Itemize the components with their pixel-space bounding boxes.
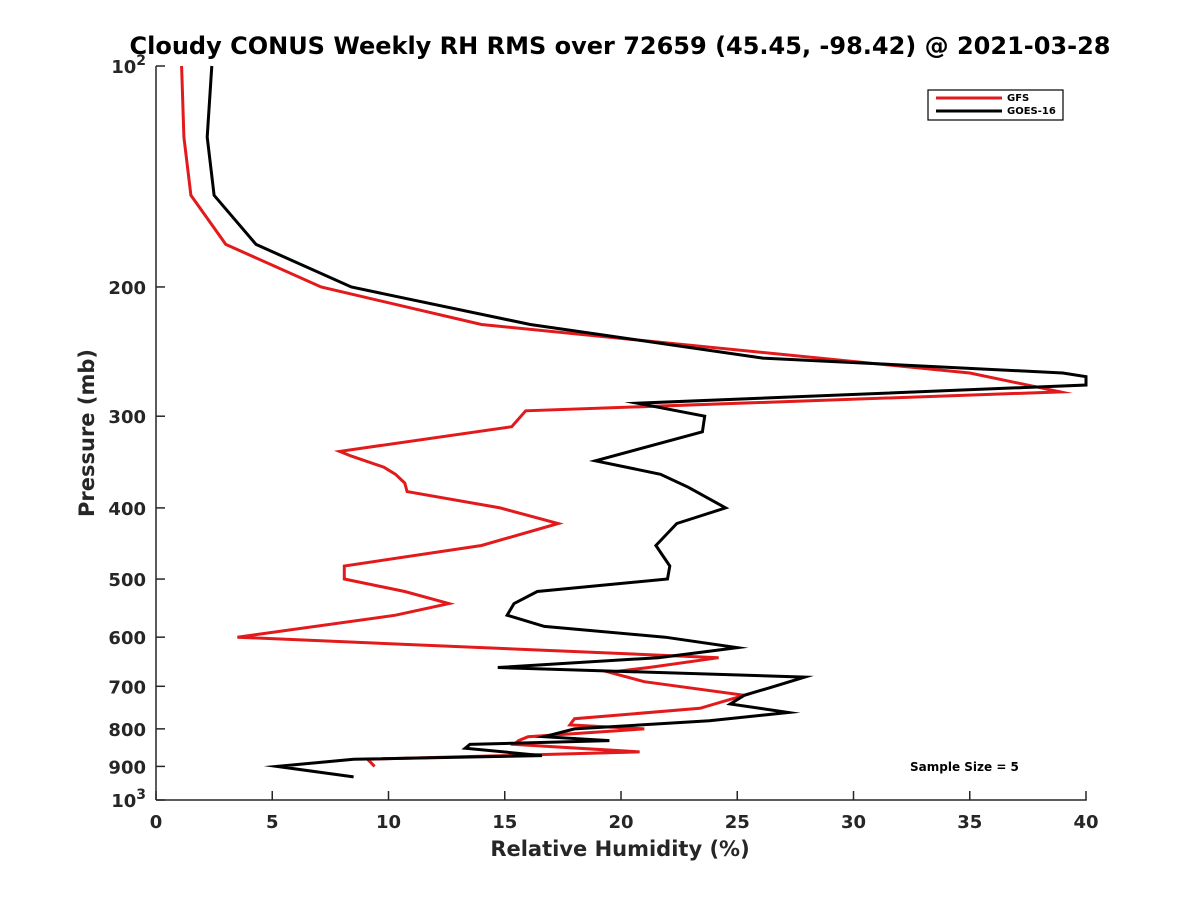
legend-label-goes16: GOES-16 xyxy=(1007,106,1056,117)
chart-title: Cloudy CONUS Weekly RH RMS over 72659 (4… xyxy=(130,32,1111,60)
x-tick-label: 10 xyxy=(376,812,401,833)
y-tick-label: 200 xyxy=(108,278,146,299)
axes-layer: 0 5 10 15 20 25 30 35 40 102 200 300 400 500 600 700 800… xyxy=(108,53,1098,833)
y-tick-label: 900 xyxy=(108,757,146,778)
y-tick-label: 600 xyxy=(108,628,146,649)
series-line-goes-16 xyxy=(205,65,1088,779)
y-tick-label: 700 xyxy=(108,677,146,698)
y-tick-label: 300 xyxy=(108,407,146,428)
x-tick-label: 40 xyxy=(1073,812,1098,833)
x-axis-label: Relative Humidity (%) xyxy=(490,837,749,861)
plot-area: 0 5 10 15 20 25 30 35 40 102 200 300 400 500 600 700 800… xyxy=(108,53,1098,833)
x-tick-label: 25 xyxy=(725,812,750,833)
legend-box xyxy=(927,89,1064,121)
y-tick-label: 500 xyxy=(108,570,146,591)
x-tick-label: 5 xyxy=(266,812,279,833)
x-tick-label: 20 xyxy=(608,812,633,833)
legend: GFS GOES-16 xyxy=(927,89,1064,121)
y-tick-label: 800 xyxy=(108,720,146,741)
y-axis-label: Pressure (mb) xyxy=(75,349,99,517)
y-tick-label: 103 xyxy=(111,787,146,812)
series-layer xyxy=(180,65,1088,779)
y-tick-label: 400 xyxy=(108,499,146,520)
legend-label-gfs: GFS xyxy=(1007,93,1029,104)
y-tick-label: 102 xyxy=(111,53,146,78)
x-tick-label: 0 xyxy=(150,812,163,833)
sample-size-annotation: Sample Size = 5 xyxy=(910,760,1019,774)
x-tick-label: 15 xyxy=(492,812,517,833)
x-tick-label: 35 xyxy=(957,812,982,833)
x-tick-label: 30 xyxy=(841,812,866,833)
